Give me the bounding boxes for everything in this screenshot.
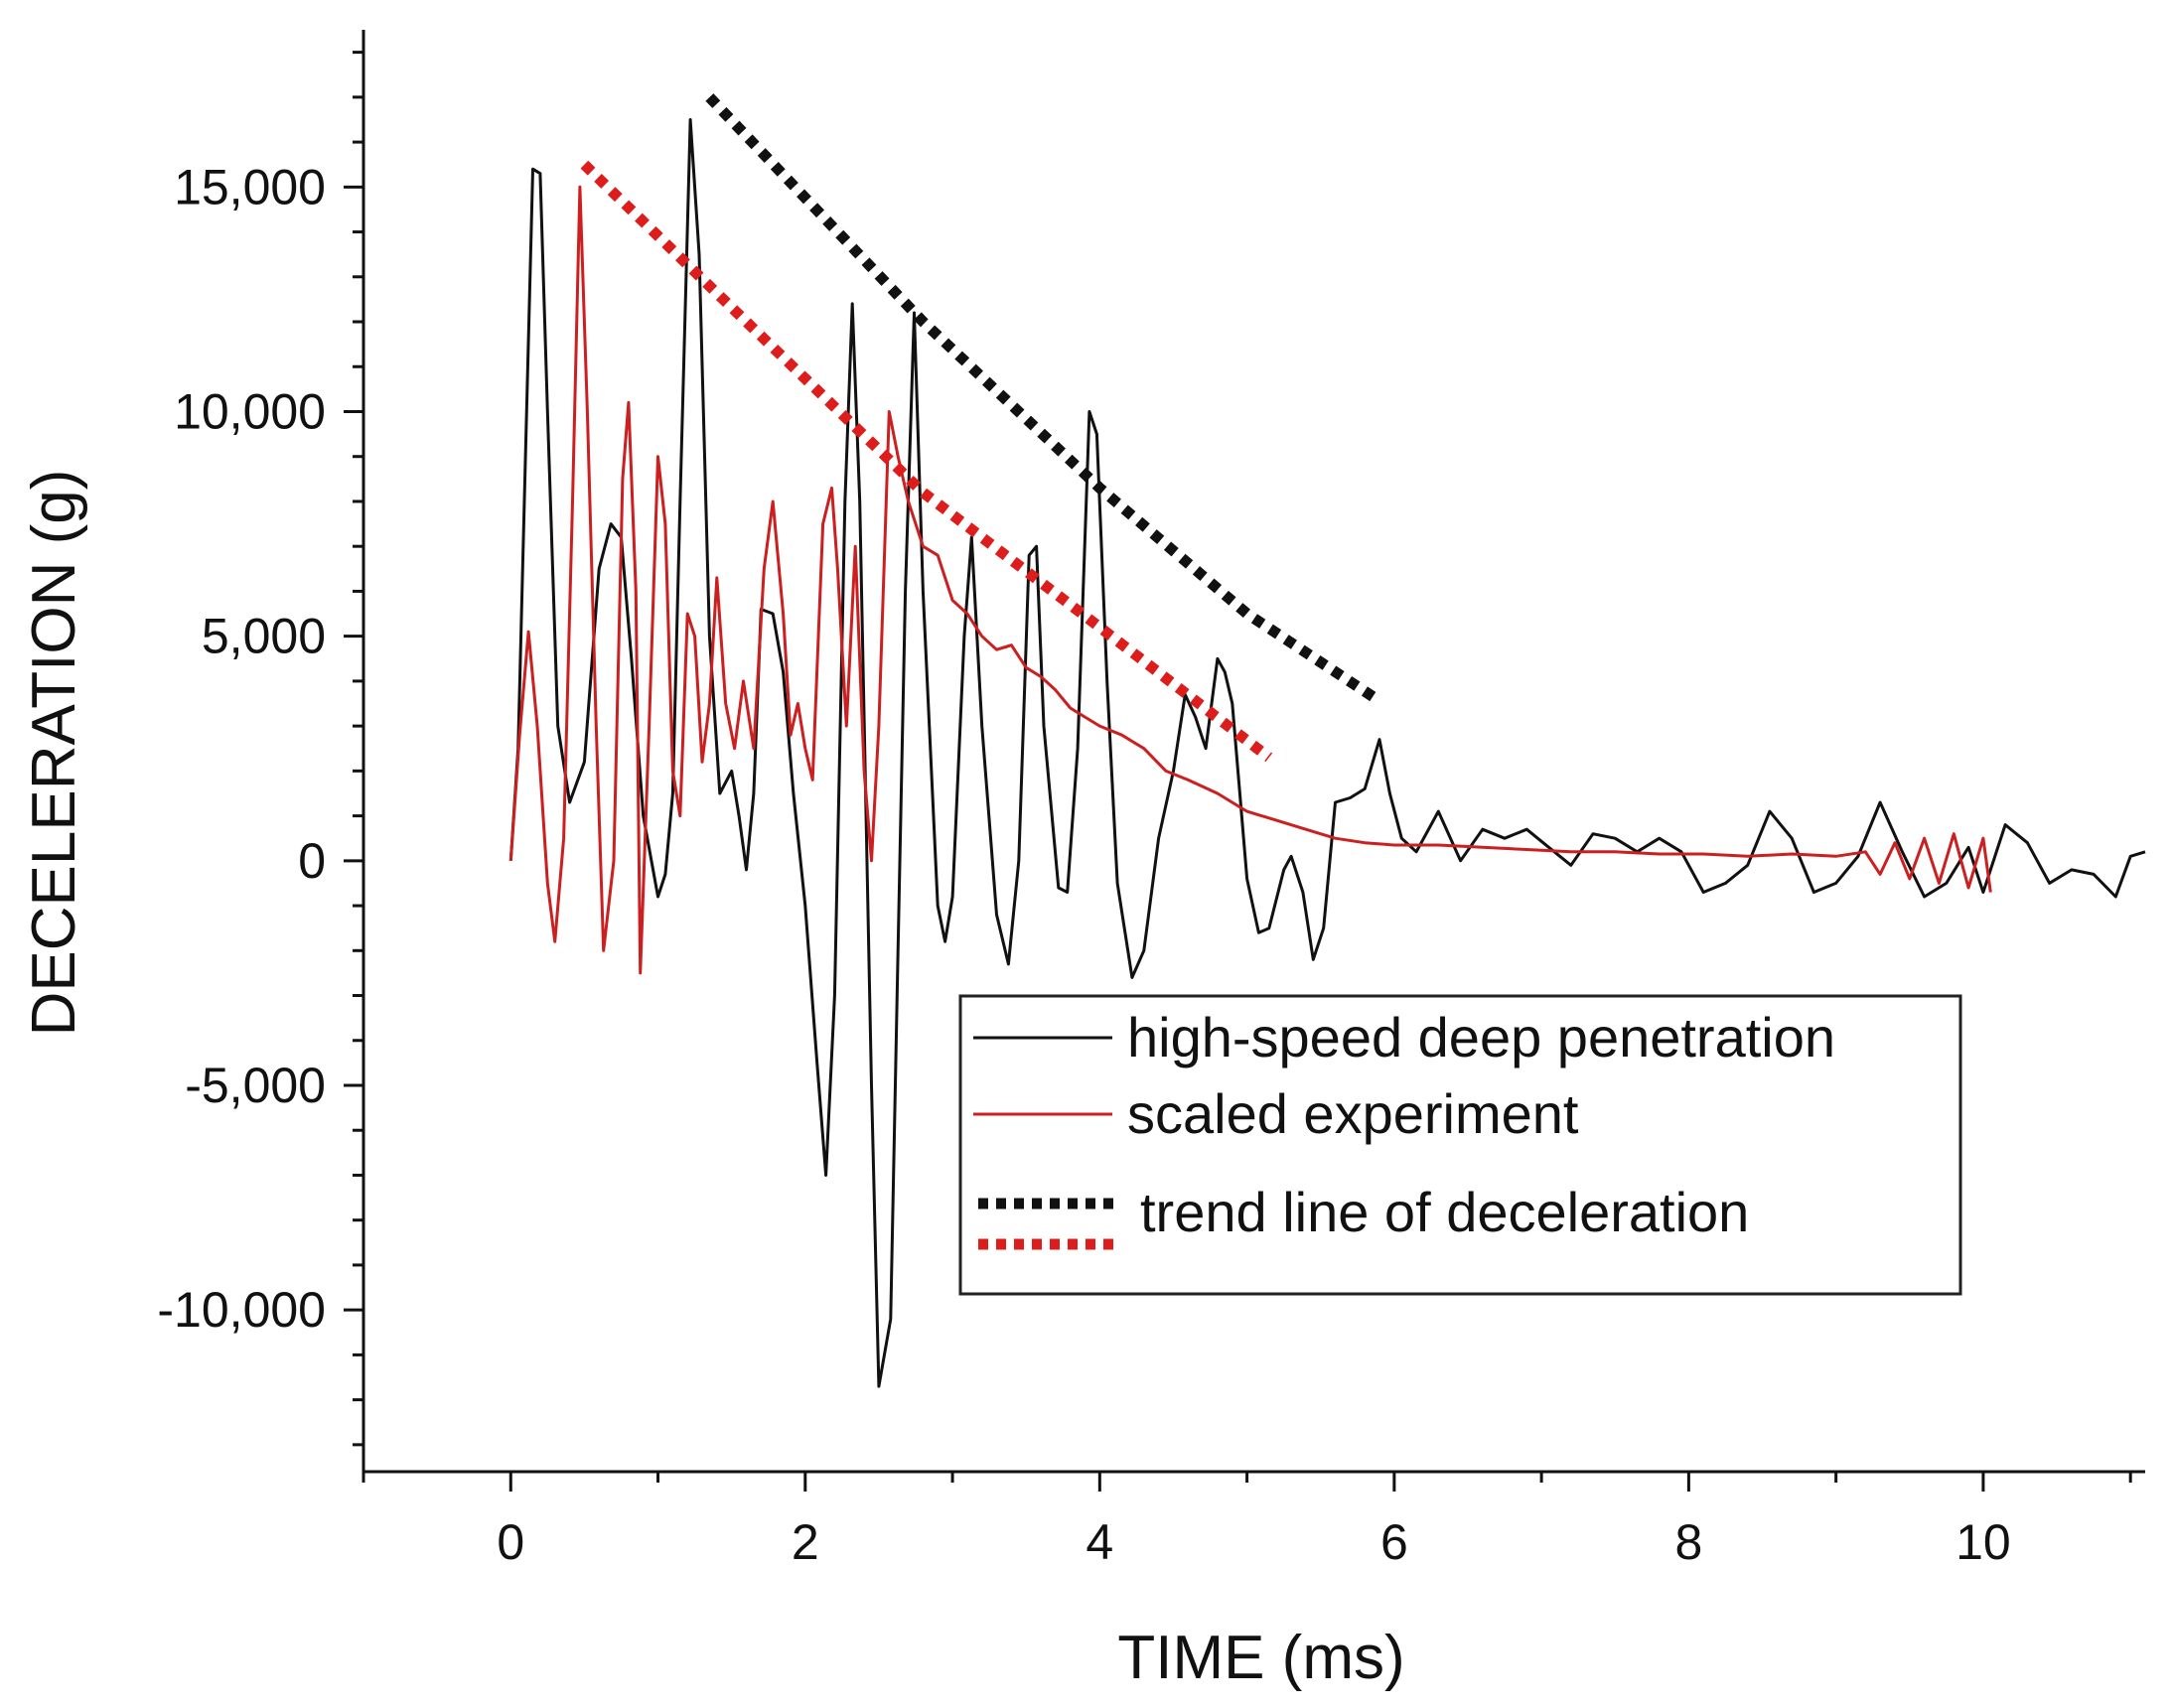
x-tick-label: 6 bbox=[1380, 1514, 1408, 1570]
x-tick-label: 0 bbox=[497, 1514, 524, 1570]
y-tick-label: 0 bbox=[298, 833, 326, 889]
y-tick-label: 15,000 bbox=[174, 159, 326, 214]
legend-label-high-speed: high-speed deep penetration bbox=[1127, 1006, 1835, 1068]
y-axis-title: DECELERATION (g) bbox=[20, 470, 88, 1037]
legend-box bbox=[958, 994, 1962, 1296]
x-tick-label: 4 bbox=[1086, 1514, 1113, 1570]
y-tick-label: 5,000 bbox=[202, 609, 326, 664]
axis-ticks bbox=[344, 51, 2132, 1492]
y-tick-label: 10,000 bbox=[174, 383, 326, 439]
series-layer bbox=[508, 93, 2146, 1388]
legend: high-speed deep penetration scaled exper… bbox=[958, 994, 1962, 1296]
legend-label-trend: trend line of deceleration bbox=[1140, 1181, 1749, 1243]
x-tick-label: 2 bbox=[792, 1514, 819, 1570]
series-trend-black bbox=[705, 93, 1380, 704]
y-tick-label: -5,000 bbox=[185, 1058, 326, 1113]
y-tick-label: -10,000 bbox=[157, 1282, 326, 1338]
x-axis-title: TIME (ms) bbox=[1117, 1624, 1404, 1692]
legend-label-scaled: scaled experiment bbox=[1127, 1082, 1579, 1145]
x-tick-label: 10 bbox=[1956, 1514, 2011, 1570]
tick-labels: -10,000 -5,000 0 5,000 10,000 15,000 0 2 4 6 8 10 bbox=[157, 159, 2010, 1570]
x-tick-label: 8 bbox=[1674, 1514, 1702, 1570]
series-scaled bbox=[508, 185, 1992, 975]
plot-frame bbox=[362, 30, 2145, 1474]
